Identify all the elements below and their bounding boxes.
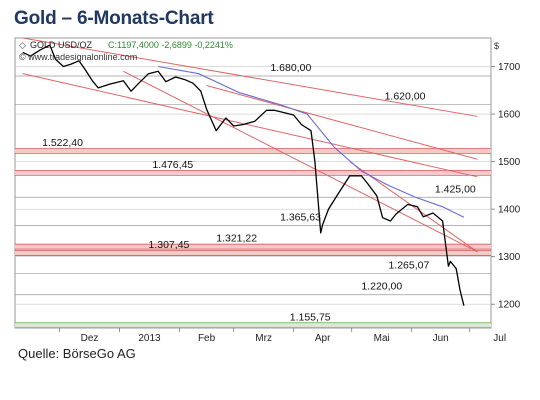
x-tick-label: Apr xyxy=(315,333,331,344)
level-band xyxy=(15,250,491,256)
level-label: 1.307,45 xyxy=(149,239,190,251)
level-label: 1.425,00 xyxy=(435,183,476,195)
source-caption: Quelle: BörseGo AG xyxy=(18,346,136,361)
level-band xyxy=(15,170,491,176)
y-tick-label: 1600 xyxy=(498,110,521,121)
x-tick-label: Jun xyxy=(433,333,449,344)
level-label: 1.265,07 xyxy=(388,259,429,271)
x-tick-label: Mrz xyxy=(255,333,272,344)
x-tick-label: Feb xyxy=(198,333,216,344)
trend-line xyxy=(22,73,478,178)
series xyxy=(22,44,465,306)
x-tick-label: Mai xyxy=(374,333,390,344)
level-label: 1.220,00 xyxy=(361,281,402,293)
level-label: 1.522,40 xyxy=(42,137,83,149)
level-label: 1.321,22 xyxy=(216,233,257,245)
x-tick-label: Dez xyxy=(81,333,99,344)
support-band xyxy=(15,322,491,328)
level-band xyxy=(15,148,491,154)
chart-title: Gold – 6-Monats-Chart xyxy=(14,8,214,29)
trend-line xyxy=(22,38,478,117)
axes: 1200 1300 1400 1500 1600 1700 Dez 2013 Feb Mrz Apr… xyxy=(59,62,521,344)
trend-line xyxy=(206,85,478,160)
level-bands xyxy=(15,75,491,328)
quote-label: C:1197,4000 -2,6899 -0,2241% xyxy=(108,40,233,50)
instrument-label: GOLD USD/OZ xyxy=(30,40,93,50)
level-label: 1.476,45 xyxy=(152,159,193,171)
level-label: 1.365,63 xyxy=(280,211,321,223)
x-tick-label: Jul xyxy=(493,333,506,344)
level-label: 1.155,75 xyxy=(290,311,331,323)
chart-header: ◇ GOLD USD/OZ C:1197,4000 -2,6899 -0,224… xyxy=(19,40,499,62)
level-labels: 1.680,00 1.620,00 1.522,40 1.476,45 1.425,00… xyxy=(42,62,476,323)
currency-label: $ xyxy=(494,41,499,51)
trend-line xyxy=(123,70,478,253)
x-tick-label: 2013 xyxy=(138,333,161,344)
level-label: 1.620,00 xyxy=(385,91,426,103)
y-tick-label: 1300 xyxy=(498,252,521,263)
moving-average-line xyxy=(158,65,465,218)
price-line xyxy=(22,44,465,306)
watermark: © www.tradesignalonline.com xyxy=(19,52,137,62)
y-tick-label: 1500 xyxy=(498,157,521,168)
plot-area xyxy=(14,37,492,329)
y-tick-label: 1400 xyxy=(498,205,521,216)
instrument-icon: ◇ xyxy=(19,40,26,50)
level-label: 1.680,00 xyxy=(270,62,311,74)
level-band xyxy=(15,244,491,250)
y-tick-label: 1700 xyxy=(498,62,521,73)
y-tick-label: 1200 xyxy=(498,300,521,311)
